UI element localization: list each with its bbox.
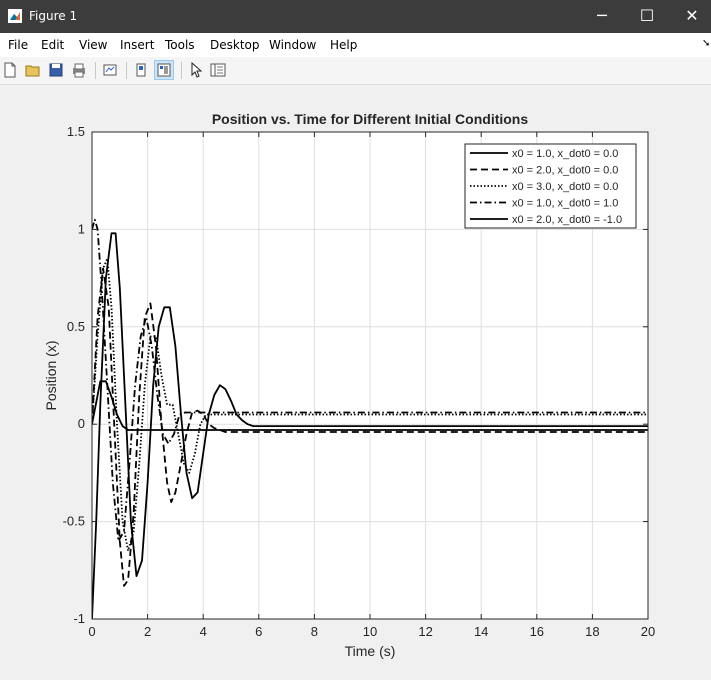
show-plot-tools-icon[interactable] [154, 60, 174, 80]
x-tick-label: 16 [530, 624, 544, 639]
close-button[interactable]: ✕ [685, 6, 699, 25]
x-tick-label: 2 [144, 624, 151, 639]
matlab-logo-icon [8, 9, 22, 23]
menu-overflow-arrow-icon[interactable]: ➘ [702, 38, 711, 49]
legend-entry: x0 = 2.0, x_dot0 = -1.0 [512, 214, 622, 226]
menu-view[interactable]: View [79, 38, 108, 52]
y-tick-label: 1 [78, 221, 85, 236]
open-folder-icon[interactable] [24, 61, 42, 79]
chart-title: Position vs. Time for Different Initial … [212, 111, 529, 127]
menu-help[interactable]: Help [330, 38, 358, 52]
property-inspector-icon[interactable] [209, 61, 227, 79]
x-tick-label: 4 [200, 624, 207, 639]
menu-tools[interactable]: Tools [165, 38, 195, 52]
x-tick-label: 14 [474, 624, 488, 639]
menu-file[interactable]: File [8, 38, 29, 52]
menu-edit[interactable]: Edit [41, 38, 65, 52]
x-tick-label: 0 [88, 624, 95, 639]
x-tick-label: 10 [363, 624, 377, 639]
x-tick-label: 6 [255, 624, 262, 639]
print-icon[interactable] [70, 61, 88, 79]
edit-plot-arrow-icon[interactable] [187, 61, 205, 79]
window-title: Figure 1 [29, 9, 78, 23]
menu-insert[interactable]: Insert [120, 38, 155, 52]
hide-plot-tools-icon[interactable] [132, 61, 150, 79]
y-tick-label: 1.5 [67, 124, 85, 139]
new-figure-icon[interactable] [1, 61, 19, 79]
toolbar-separator [126, 62, 127, 79]
legend-box[interactable] [464, 143, 637, 229]
minimize-button[interactable]: ─ [597, 6, 607, 25]
legend-entry: x0 = 1.0, x_dot0 = 0.0 [512, 148, 618, 160]
window-titlebar: Figure 1 ─ ☐ ✕ [0, 0, 711, 33]
toolbar [0, 57, 711, 85]
x-tick-label: 18 [585, 624, 599, 639]
series-line-4 [92, 218, 648, 543]
maximize-button[interactable]: ☐ [639, 6, 655, 25]
y-tick-label: -0.5 [63, 514, 85, 529]
toolbar-separator [95, 62, 96, 79]
y-tick-label: -1 [73, 611, 85, 626]
toolbar-separator [181, 62, 182, 79]
line-chart[interactable]: 0 2 4 6 8 10 12 14 16 18 20 -1 -0.5 0 0.5 1 1.5 Position … [0, 85, 711, 680]
legend-entry: x0 = 3.0, x_dot0 = 0.0 [512, 181, 618, 193]
y-tick-label: 0 [78, 416, 85, 431]
x-axis-label: Time (s) [345, 643, 396, 659]
legend-entry: x0 = 2.0, x_dot0 = 0.0 [512, 165, 618, 177]
y-tick-label: 0.5 [67, 319, 85, 334]
menu-bar: File Edit View Insert Tools Desktop Wind… [0, 33, 711, 57]
x-tick-label: 20 [641, 624, 655, 639]
figure-area: 0 2 4 6 8 10 12 14 16 18 20 -1 -0.5 0 0.5 1 1.5 Position … [0, 85, 711, 680]
menu-window[interactable]: Window [269, 38, 317, 52]
x-tick-label: 8 [311, 624, 318, 639]
series-line-2 [92, 267, 648, 587]
series-line-3 [92, 257, 648, 552]
menu-desktop[interactable]: Desktop [210, 38, 260, 52]
x-tick-label: 12 [418, 624, 432, 639]
link-plot-icon[interactable] [101, 61, 119, 79]
series-line-5 [92, 232, 648, 619]
legend-entry: x0 = 1.0, x_dot0 = 1.0 [512, 198, 618, 210]
save-icon[interactable] [47, 61, 65, 79]
y-axis-label: Position (x) [43, 340, 59, 410]
